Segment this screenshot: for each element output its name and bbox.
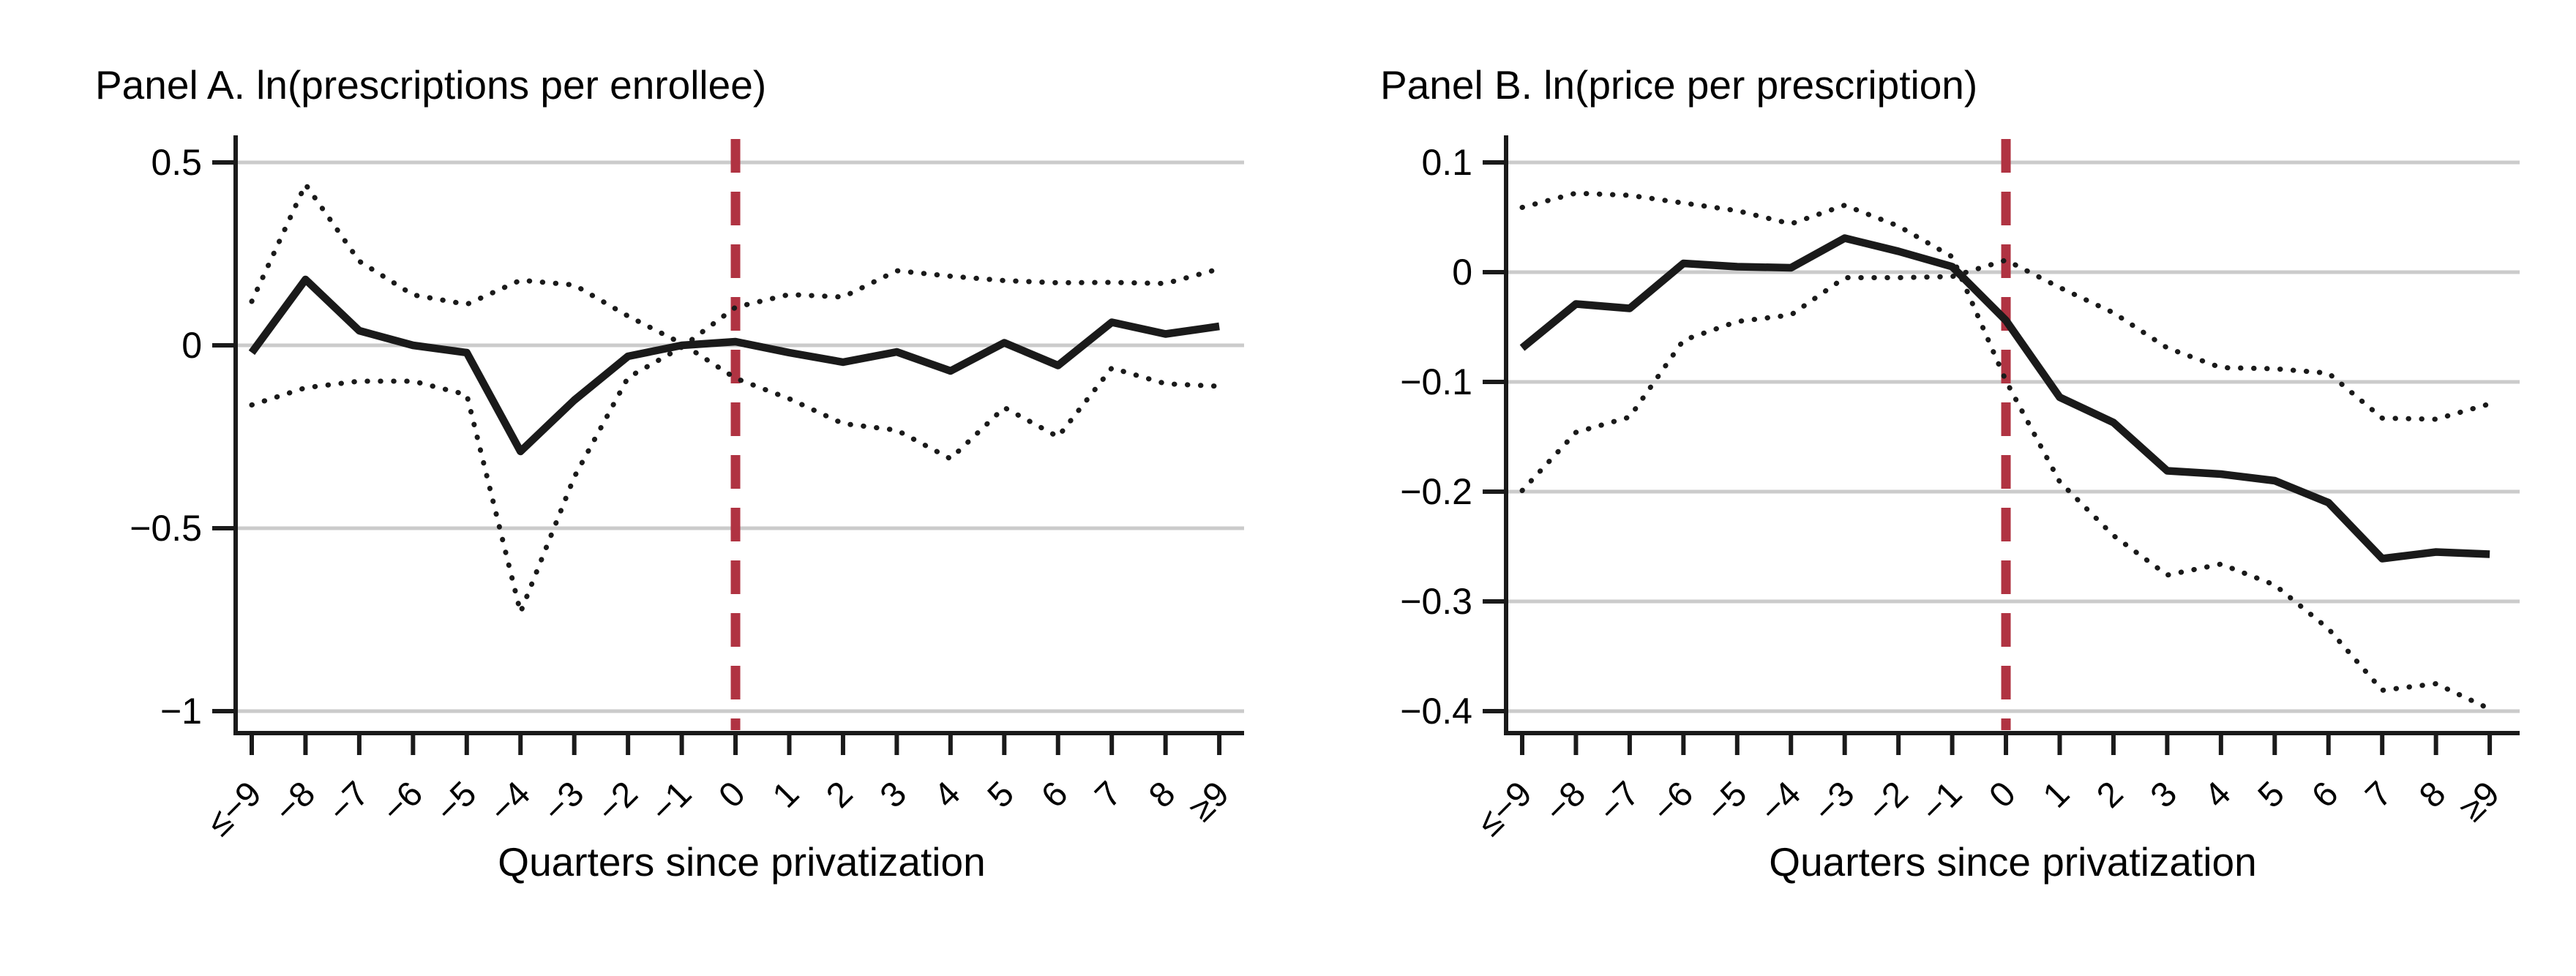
panel-a-title: Panel A. ln(prescriptions per enrollee) [95,62,767,108]
x-tick-label: 4 [2197,774,2238,815]
x-tick-label: 1 [765,774,806,815]
y-tick-label: 0 [181,325,202,366]
panel-b-plot: 0.1 0 −0.1 −0.2 −0.3 −0.4 ≤−9−8−7−6−5−4−3−2−1 0… [1400,135,2520,844]
y-tick-label: 0 [1452,252,1472,293]
x-tick-label: 1 [2036,774,2077,815]
x-tick-label: 4 [926,774,967,815]
x-tick-label: 8 [1142,774,1183,815]
x-tick-label: 7 [2359,774,2400,815]
x-tick-label: −4 [1753,774,1808,830]
y-tick-label: −0.4 [1400,691,1472,732]
x-tick-label: 0 [1982,774,2023,815]
x-tick-label: 6 [2304,774,2345,815]
y-tick-label: −1 [160,691,202,732]
y-tick-label: 0.1 [1421,142,1472,183]
x-tick-label: 2 [2089,774,2130,815]
x-tick-label: 5 [2251,774,2292,815]
x-tick-label: 8 [2412,774,2453,815]
series-point-estimate [1519,234,2490,563]
y-tick-label: 0.5 [151,142,202,183]
x-tick-label: −5 [428,774,484,830]
x-tick-label: −1 [1914,774,1969,830]
x-tick-label: 2 [819,774,860,815]
series-ci-dotted-2 [1519,258,2493,493]
x-tick-label: −8 [267,774,323,830]
x-tick-label: 3 [2143,774,2184,815]
x-tick-label: 3 [873,774,914,815]
panel-a-xaxis-title: Quarters since privatization [498,839,986,885]
y-tick-label: −0.2 [1400,471,1472,512]
x-tick-label: ≤−9 [200,774,269,844]
x-tick-label: ≥9 [1182,774,1237,829]
series-point-estimate [248,275,1220,456]
x-tick-label: −8 [1538,774,1593,830]
x-tick-label: −2 [590,774,645,830]
y-tick-label: −0.3 [1400,581,1472,622]
x-tick-label: 7 [1088,774,1129,815]
panel-b-title: Panel B. ln(price per prescription) [1380,62,1978,108]
x-tick-label: 5 [981,774,1022,815]
y-tick-label: −0.1 [1400,361,1472,402]
x-tick-label: −7 [1591,774,1647,830]
x-tick-label: −3 [536,774,591,830]
x-tick-label: −3 [1806,774,1862,830]
series-ci-dotted-2 [249,266,1222,615]
x-tick-label: 6 [1034,774,1075,815]
x-tick-label: −6 [1645,774,1701,830]
x-tick-label: −4 [482,774,538,830]
x-tick-label: ≤−9 [1470,774,1540,844]
x-tick-label: −5 [1699,774,1754,830]
x-tick-label: ≥9 [2452,774,2507,829]
x-tick-label: −6 [375,774,430,830]
x-tick-label: 0 [711,774,752,815]
y-tick-label: −0.5 [130,508,202,549]
panel-b-xaxis-title: Quarters since privatization [1769,839,2257,885]
x-tick-label: −1 [643,774,699,830]
panel-a-plot: 0.50−0.5−1≤−9−8−7−6−5−4−3−2−1 0 1 2 3 4 5 6 7 8≥9 [130,135,1244,844]
x-tick-label: −7 [321,774,376,830]
x-tick-label: −2 [1860,774,1916,830]
